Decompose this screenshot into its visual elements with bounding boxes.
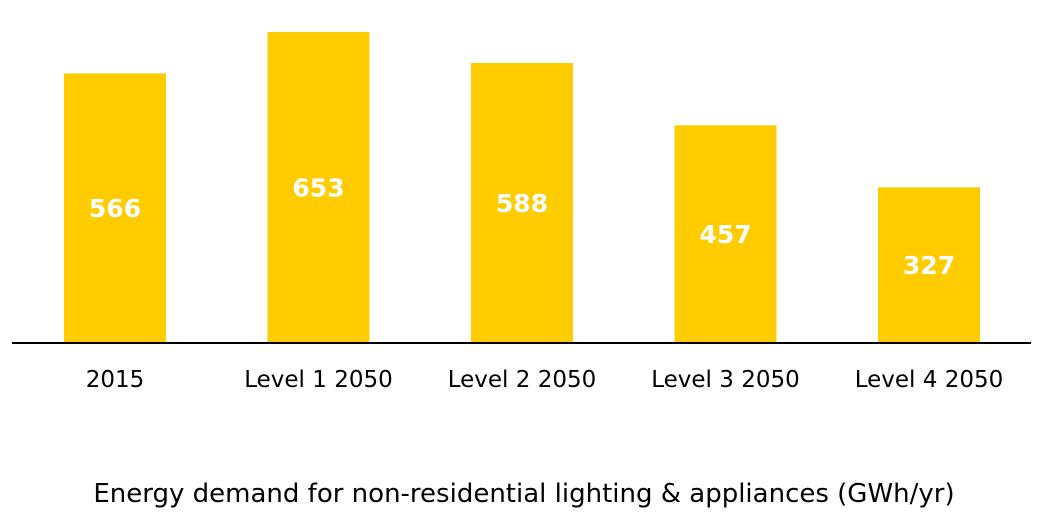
x-tick-label: Level 4 2050 xyxy=(855,367,1004,393)
bar-level-2-2050 xyxy=(471,63,573,343)
x-tick-label: 2015 xyxy=(86,367,145,393)
bar-value-label: 457 xyxy=(699,220,751,249)
bar-value-label: 566 xyxy=(89,194,141,223)
bar-value-label: 327 xyxy=(903,251,955,280)
x-axis-title: Energy demand for non-residential lighti… xyxy=(93,479,954,509)
x-tick-label: Level 2 2050 xyxy=(448,367,597,393)
bar-level-4-2050 xyxy=(878,187,980,343)
x-tick-labels: 2015 Level 1 2050 Level 2 2050 Level 3 2050… xyxy=(86,367,1004,393)
x-tick-label: Level 3 2050 xyxy=(651,367,800,393)
bars-group: 566 653 588 457 327 xyxy=(64,32,980,344)
bar-2015 xyxy=(64,73,166,344)
bar-value-label: 588 xyxy=(496,189,548,218)
bar-level-3-2050 xyxy=(674,125,777,343)
bar-level-1-2050 xyxy=(267,32,370,343)
bar-value-label: 653 xyxy=(292,174,344,203)
x-tick-label: Level 1 2050 xyxy=(244,367,393,393)
